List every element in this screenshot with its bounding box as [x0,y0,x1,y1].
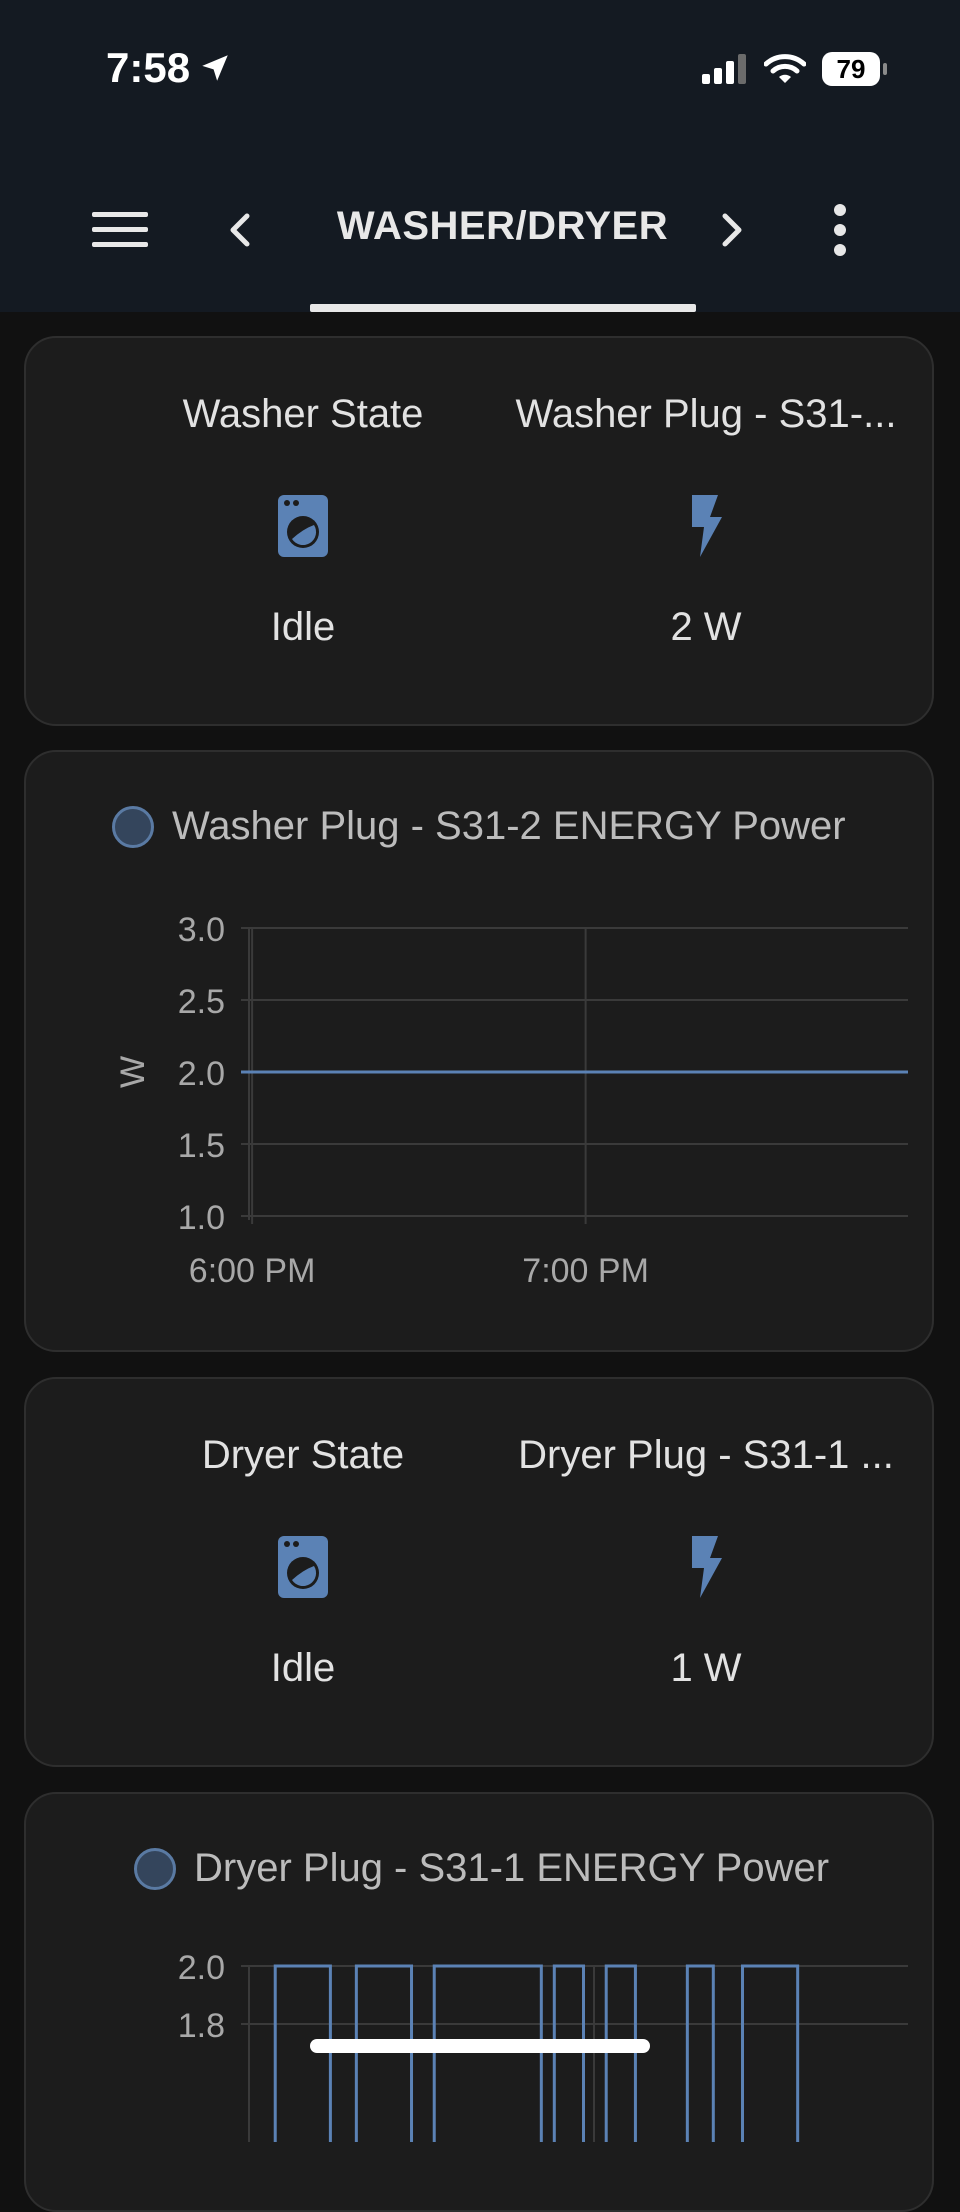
status-indicators: 79 [702,52,887,86]
washer-entities-card: Washer State Idle Washer Plug - S31-... … [24,336,934,726]
entity-name: Washer Plug - S31-... [515,392,897,436]
view-tab-title[interactable]: WASHER/DRYER [336,204,669,248]
chart-legend[interactable]: Washer Plug - S31-2 ENERGY Power [112,804,846,849]
menu-button[interactable] [80,190,160,270]
nav-row: WASHER/DRYER [0,190,960,270]
y-tick-label: 2.5 [178,983,225,1021]
dryer-plug-entity[interactable]: Dryer Plug - S31-1 ... 1 W [506,1433,906,1691]
x-tick-label: 6:00 PM [189,1252,316,1290]
chevron-left-icon [230,213,250,247]
series-line [273,1964,800,2142]
chevron-right-icon [722,213,742,247]
washing-machine-icon [103,1522,503,1612]
entity-name: Dryer Plug - S31-1 ... [518,1433,894,1477]
legend-label: Dryer Plug - S31-1 ENERGY Power [194,1846,830,1890]
x-tick-label: 7:00 PM [522,1252,649,1290]
y-tick-label: 2.0 [178,1949,225,1987]
entity-state: 2 W [670,605,742,649]
washer-plug-entity[interactable]: Washer Plug - S31-... 2 W [506,392,906,650]
washer-state-entity[interactable]: Washer State Idle [103,392,503,650]
wifi-icon [764,54,806,83]
y-tick-label: 1.8 [178,2007,225,2045]
legend-swatch [112,805,154,848]
y-tick-label: 3.0 [178,911,225,949]
location-arrow-icon [202,55,228,81]
status-time: 7:58 [106,44,232,92]
hamburger-menu-icon [92,212,148,247]
more-vertical-icon [834,204,846,256]
previous-view-button[interactable] [200,190,280,270]
legend-swatch [134,1847,176,1890]
overflow-menu-button[interactable] [800,190,880,270]
entity-state: Idle [270,605,336,649]
washing-machine-icon [103,481,503,571]
entity-name: Dryer State [201,1433,405,1477]
y-tick-label: 2.0 [178,1055,225,1093]
battery-indicator: 79 [822,52,887,86]
active-tab-indicator [310,304,696,312]
chart-legend[interactable]: Dryer Plug - S31-1 ENERGY Power [134,1846,829,1891]
next-view-button[interactable] [692,190,772,270]
washer-power-chart[interactable]: 3.0 2.5 2.0 1.5 1.0 6:00 PM 7:00 PM W [26,900,932,1320]
cellular-signal-icon [702,54,746,84]
battery-level: 79 [836,53,866,84]
y-tick-label: 1.0 [178,1199,225,1237]
home-indicator[interactable] [310,2039,650,2053]
y-tick-label: 1.5 [178,1127,225,1165]
washer-history-card: Washer Plug - S31-2 ENERGY Power 3.0 2.5 2… [24,750,934,1352]
legend-label: Washer Plug - S31-2 ENERGY Power [172,804,846,848]
dryer-state-entity[interactable]: Dryer State Idle [103,1433,503,1691]
entity-state: Idle [270,1646,336,1690]
entity-name: Washer State [182,392,424,436]
dryer-history-card: Dryer Plug - S31-1 ENERGY Power 2.0 1.8 [24,1792,934,2212]
dryer-entities-card: Dryer State Idle Dryer Plug - S31-1 ... … [24,1377,934,1767]
y-axis-label: W [114,1056,152,1088]
status-time-text: 7:58 [106,44,191,91]
flash-icon [506,481,906,571]
flash-icon [506,1522,906,1612]
app-header: 7:58 79 WASHER/DRYER [0,0,960,312]
entity-state: 1 W [670,1646,742,1690]
